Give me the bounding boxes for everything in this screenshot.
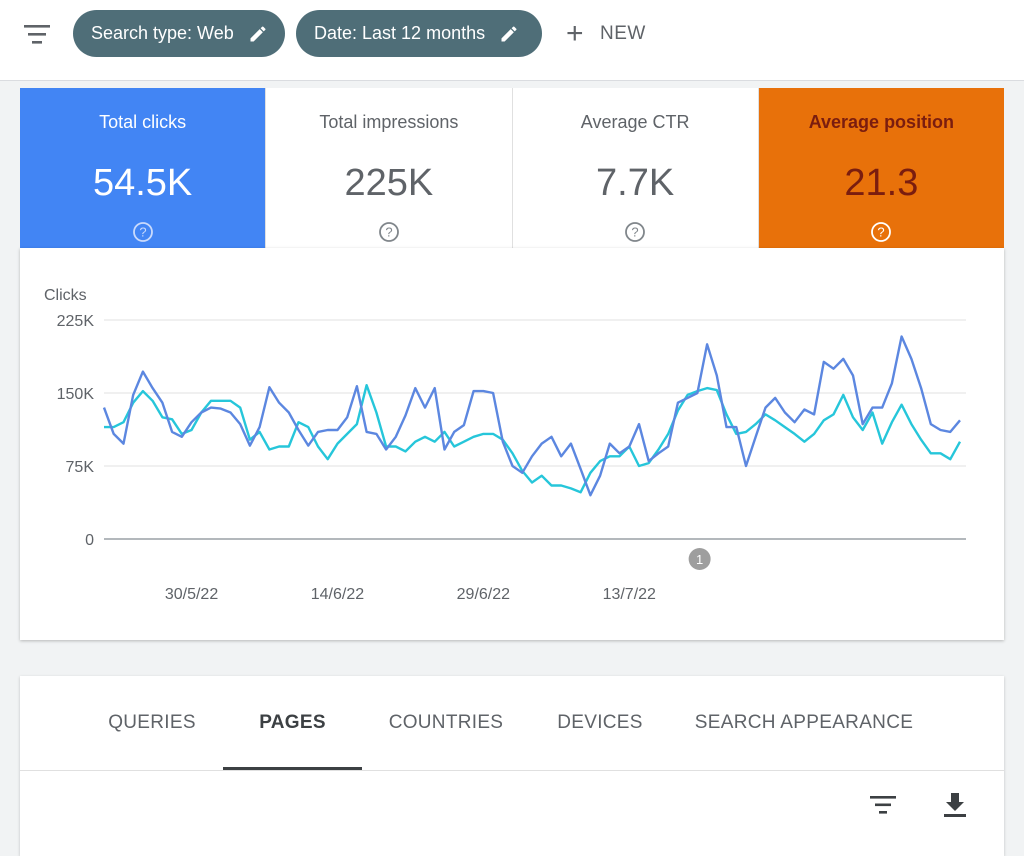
tab-devices[interactable]: DEVICES — [557, 712, 643, 733]
metric-label: Average position — [808, 112, 955, 132]
annotation-circle — [688, 548, 711, 570]
performance-chart: Clicks 225K 150K 75K 0 30/5/22 14/6/22 29/6/2… — [20, 248, 1004, 640]
tab-queries[interactable]: QUERIES — [108, 712, 196, 733]
new-filter-label: NEW — [600, 23, 646, 44]
metric-label: Total impressions — [319, 112, 459, 132]
tab-pages[interactable]: PAGES — [223, 676, 362, 770]
plus-icon: + — [566, 17, 585, 50]
y-tick-label: 75K — [66, 459, 95, 476]
y-tick-label: 150K — [57, 386, 95, 403]
series-line-average-position[interactable] — [104, 383, 962, 494]
y-tick-label: 225K — [57, 313, 95, 330]
x-tick-label: 29/6/22 — [457, 586, 510, 603]
annotation-label: 1 — [696, 552, 703, 567]
metric-value: 21.3 — [844, 162, 919, 204]
filter-bar: Search type: Web Date: Last 12 months + … — [0, 0, 1024, 81]
metric-total-impressions[interactable]: Total impressions 225K ? — [266, 88, 513, 248]
metric-average-ctr[interactable]: Average CTR 7.7K ? — [512, 88, 759, 248]
tab-countries[interactable]: COUNTRIES — [388, 712, 504, 733]
metric-label: Average CTR — [580, 112, 690, 132]
metric-cards: Total clicks 54.5K ? Total impressions 2… — [20, 88, 1004, 248]
metric-value: 54.5K — [92, 162, 193, 204]
help-icon[interactable]: ? — [870, 221, 892, 243]
metric-total-clicks[interactable]: Total clicks 54.5K ? — [20, 88, 267, 248]
edit-icon[interactable] — [248, 24, 268, 44]
search-type-chip-label: Search type: Web — [91, 23, 234, 43]
new-filter-button[interactable]: + NEW — [566, 18, 646, 50]
svg-text:?: ? — [385, 225, 392, 240]
filter-list-icon[interactable] — [22, 22, 52, 46]
y-tick-label: 0 — [85, 532, 94, 549]
download-icon[interactable] — [940, 790, 970, 820]
edit-icon[interactable] — [499, 24, 519, 44]
date-range-chip-label: Date: Last 12 months — [314, 23, 486, 43]
svg-text:?: ? — [139, 225, 146, 240]
svg-text:?: ? — [878, 225, 885, 240]
metric-value: 7.7K — [596, 162, 675, 204]
annotation-marker[interactable]: 1 — [688, 548, 711, 570]
search-type-chip[interactable]: Search type: Web — [73, 10, 285, 57]
date-range-chip[interactable]: Date: Last 12 months — [296, 10, 542, 57]
x-tick-label: 13/7/22 — [603, 586, 656, 603]
metric-value: 225K — [344, 162, 434, 204]
x-tick-label: 30/5/22 — [165, 586, 218, 603]
help-icon[interactable]: ? — [132, 221, 154, 243]
tab-search-appearance[interactable]: SEARCH APPEARANCE — [694, 712, 914, 733]
help-icon[interactable]: ? — [624, 221, 646, 243]
chart-svg: Clicks 225K 150K 75K 0 30/5/22 14/6/22 29/6/2… — [44, 287, 966, 603]
help-icon[interactable]: ? — [378, 221, 400, 243]
metric-label: Total clicks — [99, 112, 187, 132]
x-tick-label: 14/6/22 — [311, 586, 364, 603]
metric-average-position[interactable]: Average position 21.3 ? — [758, 88, 1004, 248]
tab-bar: QUERIES PAGES COUNTRIES DEVICES SEARCH A… — [20, 676, 1004, 771]
svg-text:?: ? — [632, 225, 639, 240]
filter-icon[interactable] — [868, 790, 898, 820]
series-line-total-clicks[interactable] — [102, 335, 961, 497]
y-axis-label: Clicks — [44, 287, 87, 304]
report-tabs-card: QUERIES PAGES COUNTRIES DEVICES SEARCH A… — [20, 676, 1004, 856]
